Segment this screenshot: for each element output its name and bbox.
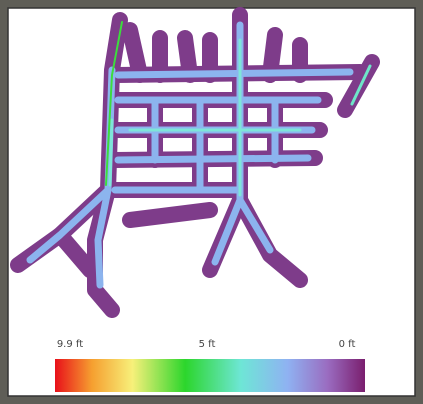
legend-label: 0 ft	[339, 339, 356, 350]
flood-deepest	[105, 21, 123, 186]
flood-deep	[108, 38, 302, 197]
legend-label: 5 ft	[199, 339, 216, 350]
legend-color-ramp	[55, 359, 365, 392]
flood-channel	[350, 64, 372, 106]
flood-extent	[10, 7, 380, 318]
legend-label: 9.9 ft	[57, 339, 83, 350]
